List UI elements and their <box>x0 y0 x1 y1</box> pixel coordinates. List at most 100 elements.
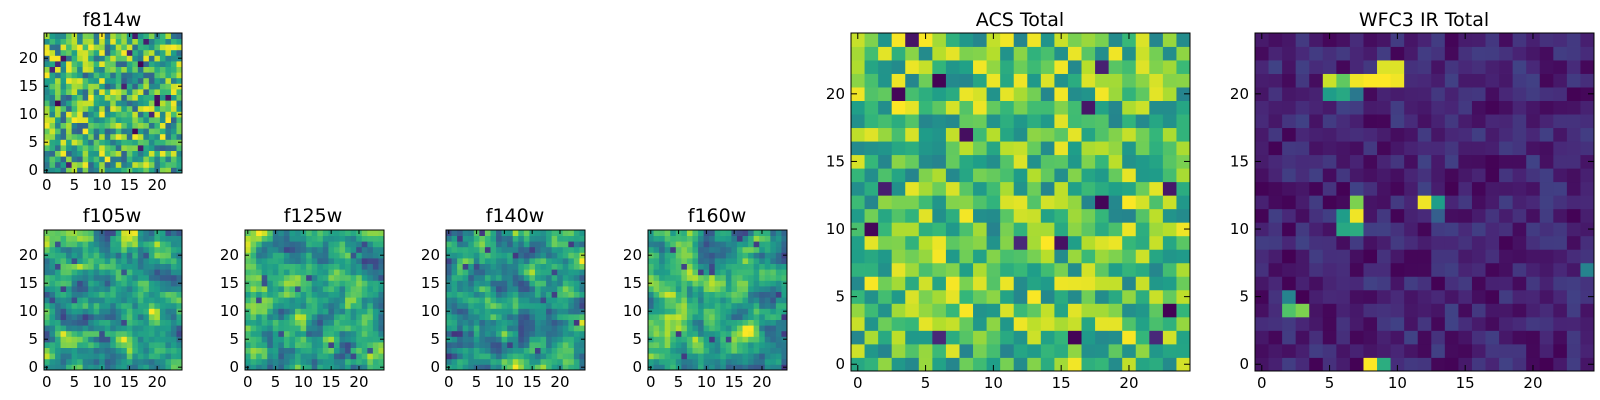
heatmap-cell <box>1499 114 1514 129</box>
heatmap-cell <box>1566 222 1581 237</box>
heatmap-cell <box>675 286 682 292</box>
heatmap-cell <box>132 263 139 270</box>
heatmap-cell <box>725 319 732 326</box>
heatmap-cell <box>720 230 727 236</box>
heatmap-cell <box>126 258 133 264</box>
heatmap-cell <box>121 133 128 140</box>
heatmap-cell <box>93 286 100 292</box>
heatmap-cell <box>512 302 519 309</box>
heatmap-cell <box>507 342 514 348</box>
heatmap-cell <box>250 330 257 337</box>
heatmap-cell <box>698 280 704 287</box>
heatmap-cell <box>49 364 56 371</box>
heatmap-cell <box>905 60 920 74</box>
heatmap-cell <box>272 297 279 304</box>
heatmap-cell <box>1268 154 1283 169</box>
heatmap-cell <box>546 302 553 309</box>
heatmap-cell <box>736 319 743 326</box>
heatmap-cell <box>457 342 464 348</box>
heatmap-cell <box>1135 330 1150 345</box>
heatmap-cell <box>557 280 564 287</box>
heatmap-cell <box>573 364 580 371</box>
heatmap-cell <box>176 325 183 332</box>
heatmap-cell <box>1295 141 1310 156</box>
heatmap-cell <box>60 161 67 168</box>
heatmap-cell <box>446 358 452 365</box>
heatmap-cell <box>55 342 61 348</box>
heatmap-cell <box>675 291 682 298</box>
heatmap-cell <box>256 347 263 354</box>
heatmap-cell <box>1162 357 1177 372</box>
heatmap-cell <box>918 60 933 74</box>
heatmap-cell <box>659 246 666 253</box>
heatmap-cell <box>345 280 352 287</box>
heatmap-cell <box>104 364 111 371</box>
heatmap-cell <box>350 314 357 320</box>
heatmap-cell <box>1309 235 1324 250</box>
heatmap-cell <box>496 280 502 287</box>
heatmap-cell <box>110 235 117 242</box>
heatmap-cell <box>49 252 56 259</box>
heatmap-cell <box>1122 303 1137 318</box>
heatmap-cell <box>742 263 749 270</box>
heatmap-cell <box>529 314 536 320</box>
heatmap-cell <box>932 33 947 47</box>
heatmap-cell <box>864 100 879 115</box>
heatmap-cell <box>49 235 56 242</box>
heatmap-cell <box>44 291 50 298</box>
heatmap-cell <box>1027 235 1042 250</box>
heatmap-cell <box>176 44 183 51</box>
heatmap-cell <box>1135 33 1150 47</box>
heatmap-cell <box>1363 33 1378 47</box>
heatmap-cell <box>339 269 346 276</box>
heatmap-cell <box>245 314 251 320</box>
heatmap-cell <box>568 314 575 320</box>
heatmap-cell <box>1309 276 1324 291</box>
heatmap-cell <box>446 342 452 348</box>
heatmap-cell <box>378 342 385 348</box>
heatmap-cell <box>540 353 547 360</box>
heatmap-cell <box>878 127 893 142</box>
heatmap-cell <box>1553 262 1568 277</box>
heatmap-cell <box>99 55 106 62</box>
heatmap-cell <box>1336 222 1351 237</box>
heatmap-cell <box>573 274 580 281</box>
heatmap-cell <box>905 235 920 250</box>
heatmap-cell <box>170 83 177 90</box>
y-tick-label: 0 <box>632 358 642 376</box>
heatmap-cell <box>748 336 755 343</box>
heatmap-cell <box>1526 46 1541 61</box>
heatmap-cell <box>148 89 155 95</box>
heatmap-cell <box>115 139 122 146</box>
heatmap-cell <box>659 330 666 337</box>
heatmap-cell <box>731 347 738 354</box>
heatmap-cell <box>121 61 128 67</box>
heatmap-cell <box>653 325 660 332</box>
heatmap-cell <box>378 347 385 354</box>
heatmap-cell <box>333 358 340 365</box>
heatmap-cell <box>1040 276 1055 291</box>
heatmap-cell <box>573 358 580 365</box>
heatmap-cell <box>1027 222 1042 237</box>
heatmap-cell <box>1485 222 1500 237</box>
heatmap-cell <box>295 325 301 332</box>
heatmap-cell <box>720 286 727 292</box>
heatmap-cell <box>245 235 251 242</box>
heatmap-cell <box>132 33 139 39</box>
heatmap-cell <box>446 314 452 320</box>
heatmap-cell <box>518 252 525 259</box>
heatmap-cell <box>44 105 50 112</box>
heatmap-cell <box>115 258 122 264</box>
heatmap-cell <box>104 161 111 168</box>
heatmap-cell <box>115 128 122 135</box>
heatmap-cell <box>170 156 177 163</box>
heatmap-cell <box>317 235 324 242</box>
heatmap-cell <box>1336 73 1351 88</box>
heatmap-cell <box>512 308 519 315</box>
heatmap-cell <box>322 258 329 264</box>
heatmap-cell <box>775 364 782 371</box>
heatmap-cell <box>1349 114 1364 129</box>
heatmap-cell <box>986 357 1001 372</box>
heatmap-cell <box>878 343 893 358</box>
heatmap-cell <box>490 325 497 332</box>
